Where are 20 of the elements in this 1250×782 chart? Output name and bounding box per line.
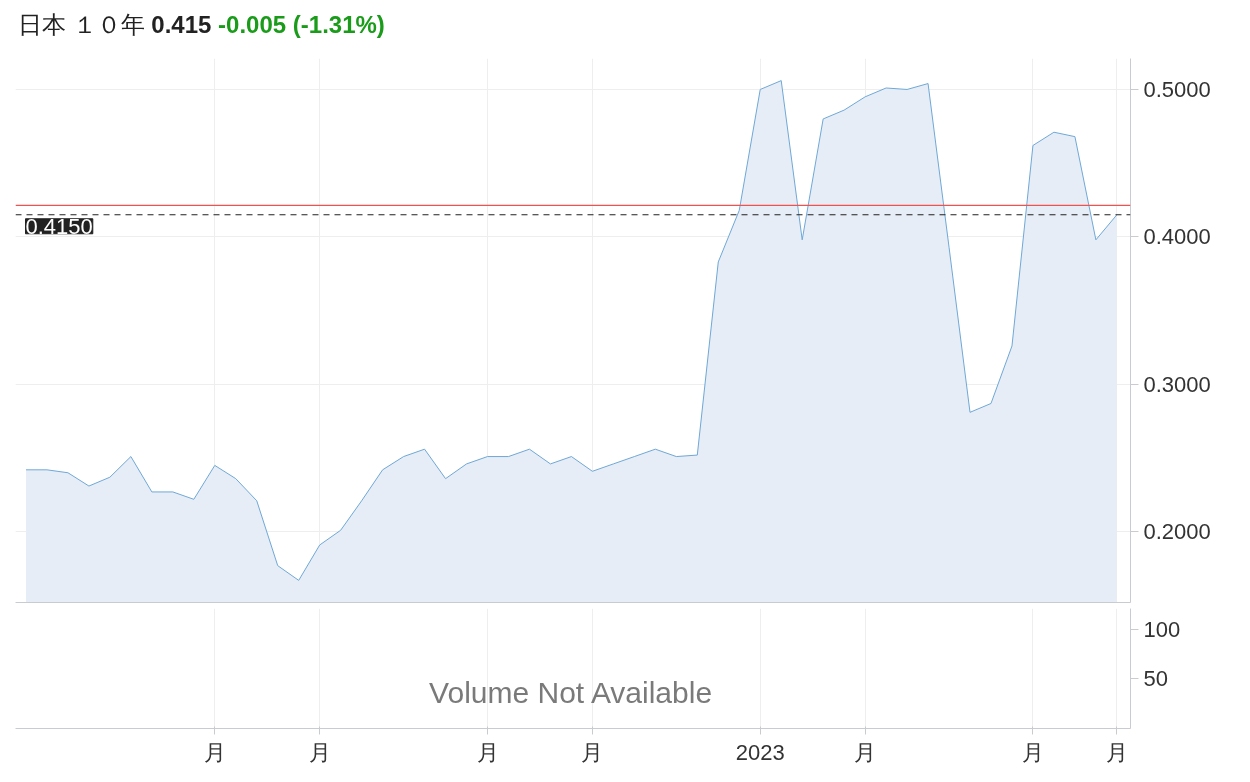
text: (-1.31%)	[292, 11, 385, 38]
x-tick-label: 月	[1105, 739, 1128, 765]
y-tick-label: 100	[1143, 616, 1181, 642]
y-tick-label: 50	[1143, 666, 1168, 692]
x-tick-label: 月	[1021, 739, 1044, 765]
y-tick-label: 0.3000	[1143, 371, 1211, 397]
chart-subtitle: 0.415	[151, 11, 212, 38]
ref-line-label: 0.4150	[25, 213, 93, 239]
x-tick-label: 月	[308, 739, 331, 765]
y-tick-label: 0.5000	[1143, 76, 1211, 102]
y-tick-label: 0.2000	[1143, 519, 1211, 545]
x-tick-label: 月	[854, 739, 877, 765]
text: -0.005	[218, 11, 287, 38]
x-tick-label: 月	[476, 739, 499, 765]
y-tick-label: 0.4000	[1143, 224, 1211, 250]
annotation: Volume Not Available	[429, 676, 713, 709]
chart-title: 日本 １０年	[18, 11, 145, 38]
x-tick-label: 2023	[735, 739, 785, 765]
x-tick-label: 月	[581, 739, 604, 765]
x-tick-label: 月	[203, 739, 226, 765]
